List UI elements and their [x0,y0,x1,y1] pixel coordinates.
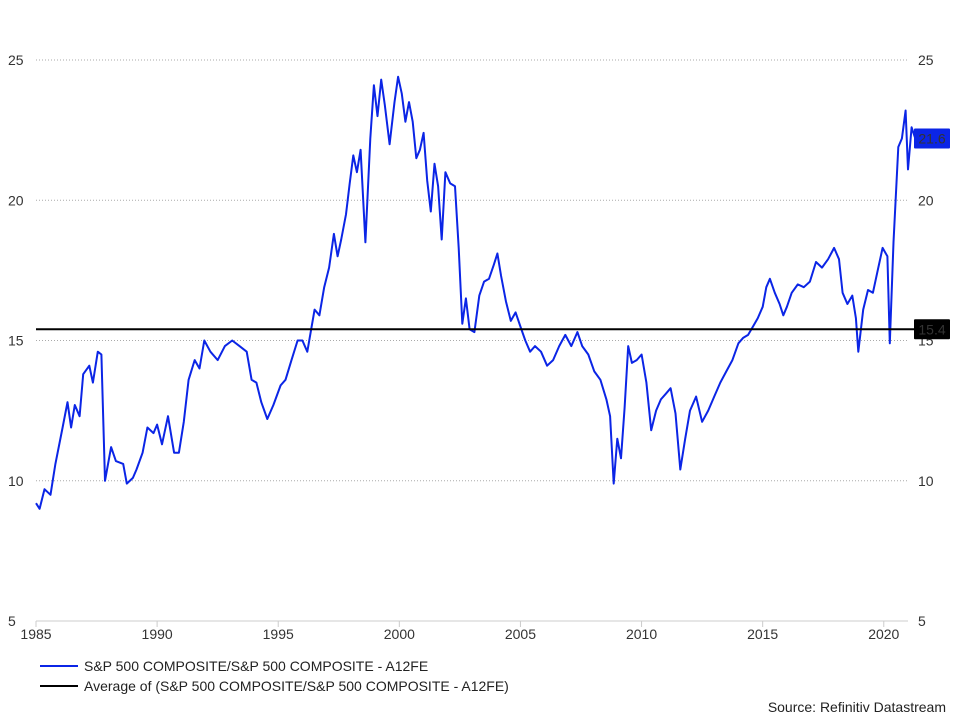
legend-label-series: S&P 500 COMPOSITE/S&P 500 COMPOSITE - A1… [84,658,429,674]
y-tick-right-10: 10 [918,473,934,489]
last-value-text-series: 21.6 [918,131,945,147]
y-tick-left-25: 25 [8,52,24,68]
last-value-text-average: 15.4 [918,321,945,337]
x-tick-2010: 2010 [626,626,657,642]
y-tick-left-10: 10 [8,473,24,489]
y-tick-right-20: 20 [918,192,934,208]
chart: 5 10 15 20 25 5 10 15 20 25 1985 1990 1995 2000 2005… [8,52,950,642]
y-tick-left-15: 15 [8,333,24,349]
legend-label-average: Average of (S&P 500 COMPOSITE/S&P 500 CO… [84,678,509,694]
x-axis: 1985 1990 1995 2000 2005 2010 2015 2020 [20,621,900,642]
last-value-label-average: 15.4 [914,319,950,340]
grid-lines [36,59,908,482]
x-tick-2005: 2005 [505,626,536,642]
y-tick-left-5: 5 [8,613,16,629]
x-tick-1990: 1990 [142,626,173,642]
legend-item-series: S&P 500 COMPOSITE/S&P 500 COMPOSITE - A1… [40,656,509,676]
y-axis-left: 5 10 15 20 25 [8,52,24,629]
legend-swatch-series [40,665,78,667]
last-value-badge-average [914,319,950,340]
series-pe-ratio-line [35,75,917,510]
y-tick-left-20: 20 [8,192,24,208]
legend-swatch-average [40,685,78,687]
x-tick-2000: 2000 [384,626,415,642]
x-tick-1985: 1985 [20,626,51,642]
y-tick-right-5: 5 [918,613,926,629]
last-value-label-series: 21.6 [914,128,950,149]
x-tick-2020: 2020 [868,626,899,642]
source-note: Source: Refinitiv Datastream [767,699,946,715]
legend-item-average: Average of (S&P 500 COMPOSITE/S&P 500 CO… [40,676,509,696]
legend: S&P 500 COMPOSITE/S&P 500 COMPOSITE - A1… [40,656,509,696]
x-tick-2015: 2015 [747,626,778,642]
x-tick-1995: 1995 [263,626,294,642]
y-tick-right-25: 25 [918,52,934,68]
last-value-badge-series [914,128,950,149]
